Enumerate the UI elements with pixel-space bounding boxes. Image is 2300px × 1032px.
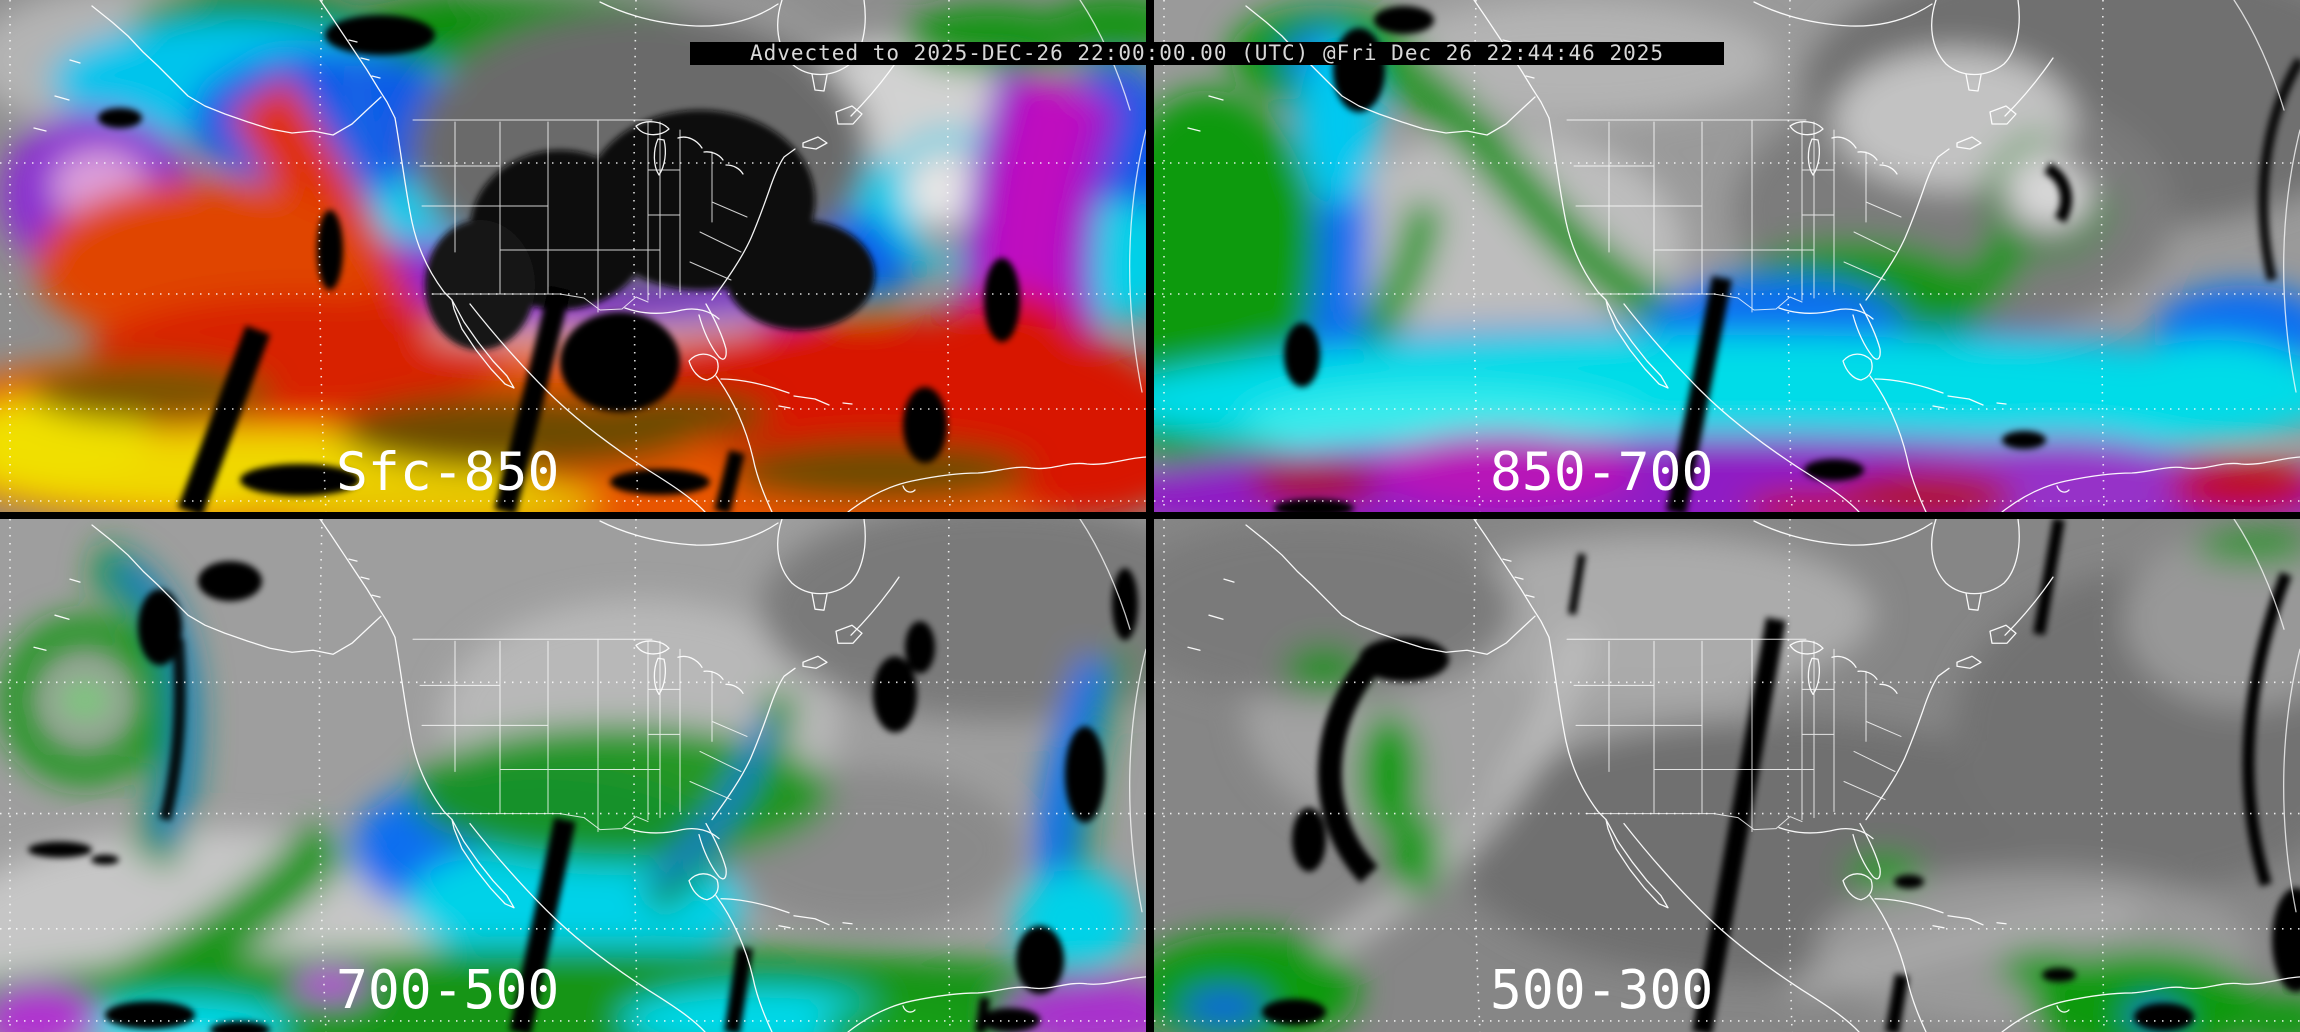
panel-700-500: 700-500 (0, 519, 1146, 1032)
advection-timestamp-bar: Advected to 2025-DEC-26 22:00:00.00 (UTC… (690, 42, 1724, 65)
moisture-blobs (0, 519, 1146, 1032)
panel-500-300: 500-300 (1154, 519, 2300, 1032)
panel-label-700-500: 700-500 (336, 959, 559, 1021)
panel-label-sfc-850: Sfc-850 (336, 442, 559, 503)
panel-850-700: 850-700 (1154, 0, 2300, 512)
advection-timestamp-text: Advected to 2025-DEC-26 22:00:00.00 (UTC… (749, 42, 1665, 65)
panel-label-850-700: 850-700 (1490, 442, 1713, 503)
panel-label-500-300: 500-300 (1490, 959, 1713, 1021)
black-features (98, 15, 1020, 512)
moisture-field-850-700: 850-700 (1154, 0, 2300, 512)
black-features (28, 561, 1138, 1032)
black-features (1262, 519, 2300, 1032)
moisture-field-500-300: 500-300 (1154, 519, 2300, 1032)
moisture-field-700-500: 700-500 (0, 519, 1146, 1032)
panel-sfc-850: Sfc-850 (0, 0, 1146, 512)
moisture-field-sfc-850: Sfc-850 (0, 0, 1146, 512)
